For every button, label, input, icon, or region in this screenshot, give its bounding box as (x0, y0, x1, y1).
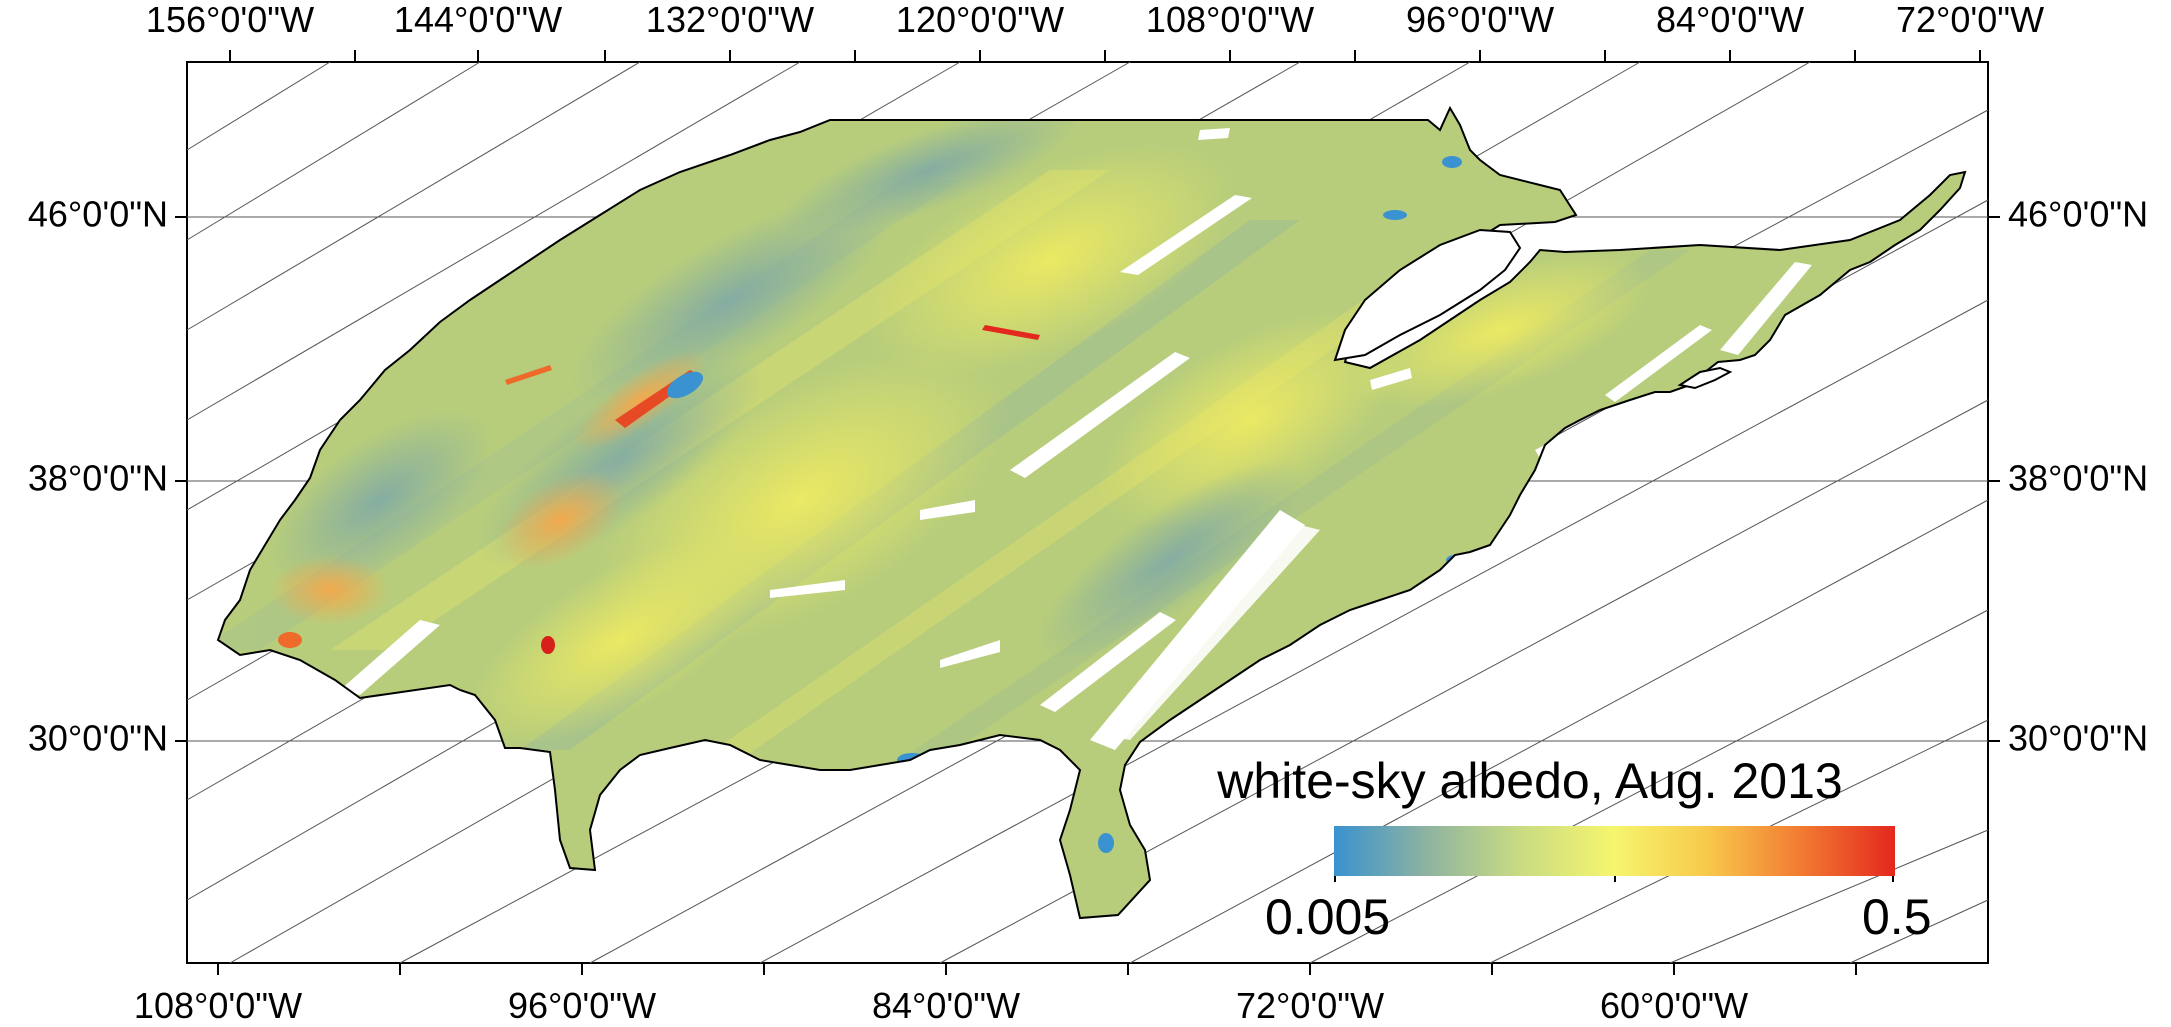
no-data-swaths (340, 128, 1812, 750)
water-body (1442, 156, 1462, 168)
high-albedo-spot (982, 325, 1040, 340)
legend: white-sky albedo, Aug. 2013 0.005 0.5 (1216, 753, 1931, 945)
water-body (1383, 210, 1407, 220)
bottom-axis-label: 108°0'0"W (134, 985, 302, 1026)
right-axis-label: 46°0'0"N (2008, 194, 2148, 235)
legend-title: white-sky albedo, Aug. 2013 (1216, 753, 1842, 809)
lake-ontario (1677, 366, 1733, 390)
left-axis-label: 38°0'0"N (28, 458, 168, 499)
right-axis-label: 30°0'0"N (2008, 718, 2148, 759)
bottom-axis-label: 84°0'0"W (872, 985, 1020, 1026)
high-albedo-spot (541, 636, 555, 654)
legend-max-label: 0.5 (1862, 889, 1932, 945)
high-albedo-spot (505, 365, 552, 385)
top-axis-label: 84°0'0"W (1656, 0, 1804, 40)
top-axis-label: 144°0'0"W (394, 0, 562, 40)
bottom-axis-label: 96°0'0"W (508, 985, 656, 1026)
top-axis-label: 120°0'0"W (896, 0, 1064, 40)
water-body (1098, 833, 1114, 853)
high-albedo-spot (278, 632, 302, 648)
bottom-axis-label: 60°0'0"W (1600, 985, 1748, 1026)
lake-michigan (1333, 228, 1522, 362)
top-axis-label: 72°0'0"W (1896, 0, 2044, 40)
left-axis-label: 46°0'0"N (28, 194, 168, 235)
bottom-axis-labels: 108°0'0"W 96°0'0"W 84°0'0"W 72°0'0"W 60°… (134, 985, 1748, 1026)
bottom-axis-label: 72°0'0"W (1236, 985, 1384, 1026)
axis-ticks (175, 50, 2000, 975)
right-axis-labels: 46°0'0"N 38°0'0"N 30°0'0"N (2008, 194, 2148, 759)
left-axis-label: 30°0'0"N (28, 718, 168, 759)
legend-min-label: 0.005 (1265, 889, 1390, 945)
great-lakes (1333, 228, 1733, 390)
top-axis-label: 108°0'0"W (1146, 0, 1314, 40)
top-axis-label: 156°0'0"W (146, 0, 314, 40)
left-axis-labels: 46°0'0"N 38°0'0"N 30°0'0"N (28, 194, 168, 759)
land-outline (216, 105, 1967, 920)
top-axis-labels: 156°0'0"W 144°0'0"W 132°0'0"W 120°0'0"W … (146, 0, 2044, 40)
legend-colorbar (1334, 826, 1895, 876)
water-body (666, 371, 704, 399)
top-axis-label: 132°0'0"W (646, 0, 814, 40)
top-axis-label: 96°0'0"W (1406, 0, 1554, 40)
right-axis-label: 38°0'0"N (2008, 458, 2148, 499)
